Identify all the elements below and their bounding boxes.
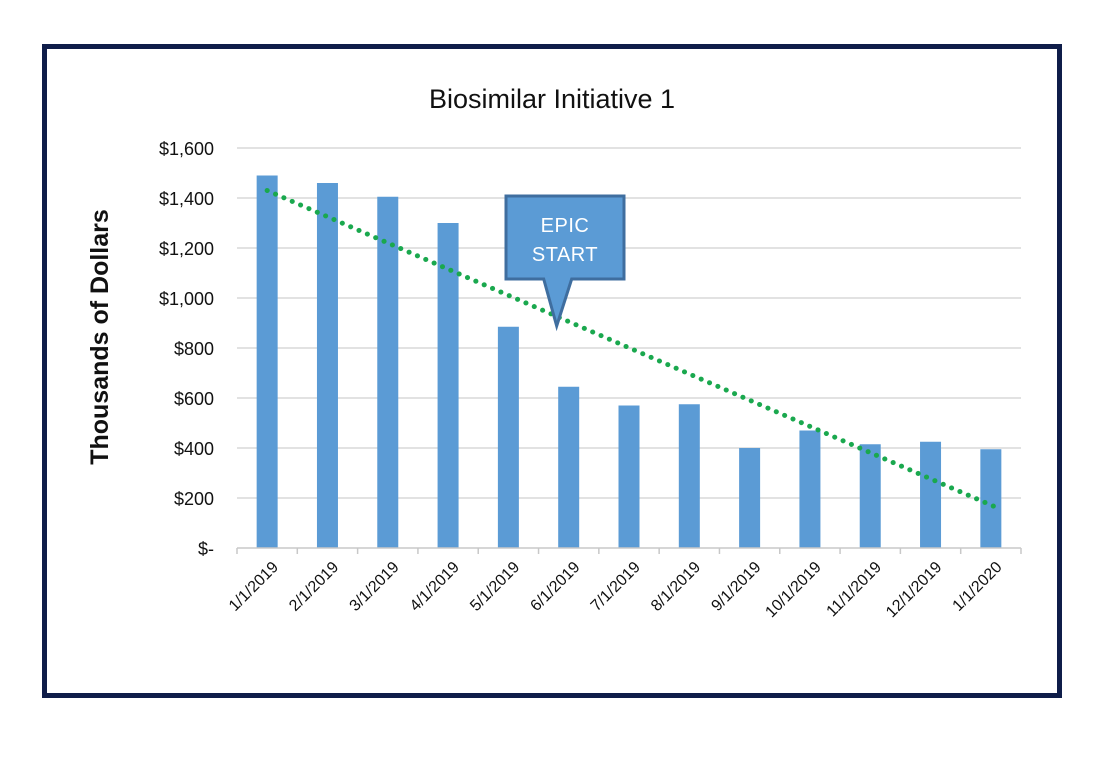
x-tick-label: 12/1/2019 <box>883 559 945 621</box>
x-tick-label: 2/1/2019 <box>286 559 342 615</box>
bar <box>437 223 459 548</box>
y-tick-label: $600 <box>174 389 214 409</box>
bar <box>678 404 700 548</box>
bar <box>739 448 761 548</box>
callout-text: START <box>532 244 598 266</box>
bar <box>859 444 881 548</box>
bar <box>980 449 1002 548</box>
y-axis-label: Thousands of Dollars <box>86 209 114 465</box>
x-tick-label: 10/1/2019 <box>762 559 824 621</box>
x-tick-label: 8/1/2019 <box>648 559 704 615</box>
y-tick-labels: $- $200 $400 $600 $800 $1,000 $1,200 $1,400 $1,6… <box>159 139 214 559</box>
y-tick-label: $1,400 <box>159 189 214 209</box>
x-tick-label: 3/1/2019 <box>347 559 403 615</box>
x-tick-label: 4/1/2019 <box>407 559 463 615</box>
epic-start-callout: EPIC START <box>504 194 626 332</box>
x-tick-label: 1/1/2019 <box>226 559 282 615</box>
x-tick-label: 7/1/2019 <box>588 559 644 615</box>
bar <box>256 175 278 548</box>
x-tick-labels: 1/1/2019 2/1/2019 3/1/2019 4/1/2019 5/1/2019… <box>226 559 1006 621</box>
x-tick-label: 6/1/2019 <box>527 559 583 615</box>
bar <box>316 183 338 548</box>
bar <box>799 430 821 548</box>
bar <box>558 386 580 548</box>
x-tick-label: 1/1/2020 <box>950 559 1006 615</box>
bar <box>920 441 942 548</box>
y-tick-label: $1,200 <box>159 239 214 259</box>
bar <box>377 196 399 548</box>
y-tick-label: $200 <box>174 489 214 509</box>
gridlines <box>237 147 1021 499</box>
y-tick-label: $- <box>198 539 214 559</box>
chart-frame <box>42 44 1062 698</box>
y-tick-label: $1,600 <box>159 139 214 159</box>
x-tick-label: 5/1/2019 <box>467 559 523 615</box>
x-tick-label: 11/1/2019 <box>824 559 886 621</box>
callout-shape <box>504 194 626 332</box>
y-tick-label: $400 <box>174 439 214 459</box>
bar <box>618 405 640 548</box>
bar <box>497 326 519 548</box>
x-axis <box>236 547 1022 554</box>
x-tick-label: 9/1/2019 <box>708 559 764 615</box>
y-tick-label: $1,000 <box>159 289 214 309</box>
bars <box>256 175 1002 548</box>
callout-text: EPIC <box>541 215 590 237</box>
y-tick-label: $800 <box>174 339 214 359</box>
chart-title: Biosimilar Initiative 1 <box>429 84 675 114</box>
